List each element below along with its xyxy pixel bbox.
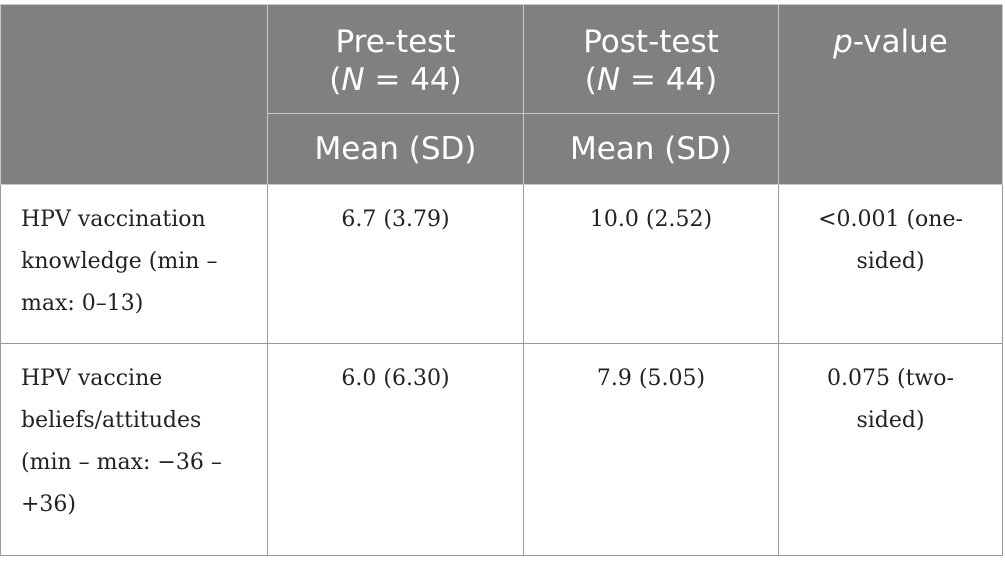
header-row: Pre-test (N = 44) Post-test (N = 44) p-v… xyxy=(0,4,1003,185)
subheader-pre-mean-sd: Mean (SD) xyxy=(267,113,524,185)
subheader-post-mean-sd: Mean (SD) xyxy=(523,113,779,185)
pre-test-label: Pre-test xyxy=(335,24,456,60)
p-value: 0.075 (two-sided) xyxy=(778,343,1003,556)
table-row: HPV vaccine beliefs/attitudes (min – max… xyxy=(0,343,1003,556)
header-post-test: Post-test (N = 44) xyxy=(523,4,779,114)
subheader-row: Mean (SD) Mean (SD) xyxy=(1,113,1003,185)
header-pre-test: Pre-test (N = 44) xyxy=(267,4,524,114)
post-test-value: 10.0 (2.52) xyxy=(523,184,779,344)
post-test-label: Post-test xyxy=(583,24,719,60)
row-label: HPV vaccine beliefs/attitudes (min – max… xyxy=(0,343,268,556)
pre-test-n: (N = 44) xyxy=(329,62,462,98)
pre-test-value: 6.7 (3.79) xyxy=(267,184,524,344)
table-row: HPV vaccination knowledge (min – max: 0–… xyxy=(0,184,1003,344)
results-table: Pre-test (N = 44) Post-test (N = 44) p-v… xyxy=(0,4,1003,556)
header-empty-cell xyxy=(0,4,268,185)
pre-test-value: 6.0 (6.30) xyxy=(267,343,524,556)
post-test-n: (N = 44) xyxy=(584,62,718,98)
post-test-value: 7.9 (5.05) xyxy=(523,343,779,556)
p-value: <0.001 (one-sided) xyxy=(778,184,1003,344)
row-label: HPV vaccination knowledge (min – max: 0–… xyxy=(0,184,268,344)
header-p-value: p-value xyxy=(778,4,1003,185)
